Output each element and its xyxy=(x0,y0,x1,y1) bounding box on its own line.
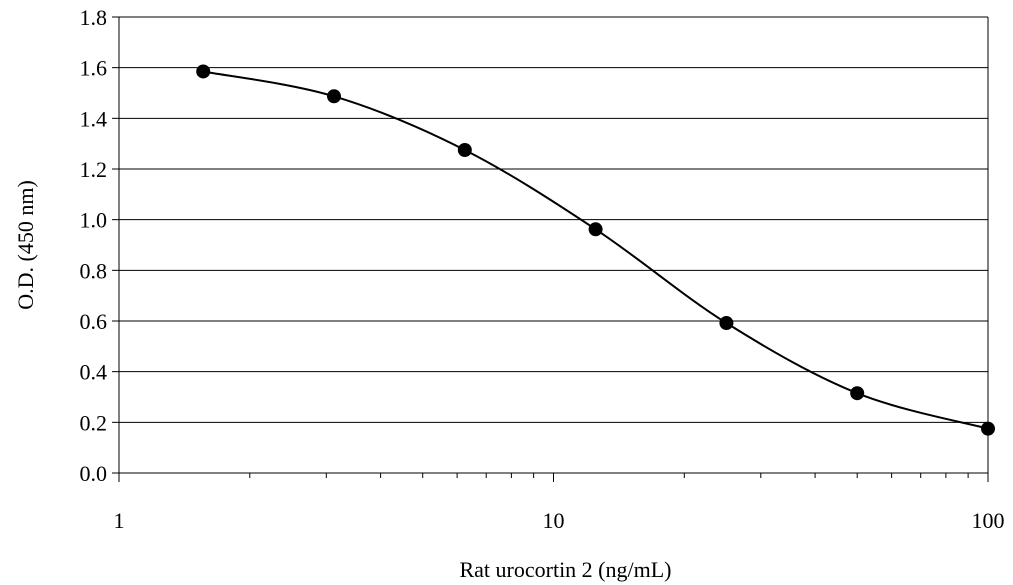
x-tick-label: 1 xyxy=(114,508,125,533)
plot-area xyxy=(119,17,988,473)
data-point xyxy=(719,316,734,331)
y-tick-label: 0.2 xyxy=(80,410,108,435)
y-tick-label: 0.6 xyxy=(80,309,108,334)
data-point xyxy=(457,143,472,157)
grid-lines xyxy=(119,16,988,423)
y-tick-label: 0.4 xyxy=(80,360,108,385)
data-point xyxy=(850,386,865,401)
y-tick-label: 1.2 xyxy=(80,157,108,182)
y-tick-label: 1.4 xyxy=(80,106,108,131)
y-tick-label: 0.8 xyxy=(80,258,108,283)
data-point xyxy=(327,89,342,104)
data-point xyxy=(981,421,995,436)
tick-labels: 0.0 0.2 0.4 0.6 0.8 1.0 1.2 1.4 1.6 1.8 1 10 100 xyxy=(80,5,1005,533)
x-tick-label: 10 xyxy=(543,508,565,533)
x-axis-title: Rat urocortin 2 (ng/mL) xyxy=(459,557,671,582)
x-tick-label: 100 xyxy=(972,508,1005,533)
y-tick-label: 1.8 xyxy=(80,5,108,30)
axes xyxy=(112,16,989,482)
y-axis-title: O.D. (450 nm) xyxy=(13,180,38,310)
y-tick-label: 1.0 xyxy=(80,208,108,233)
data-point xyxy=(196,64,211,79)
data-points xyxy=(196,64,995,436)
y-tick-label: 0.0 xyxy=(80,461,108,486)
y-tick-label: 1.6 xyxy=(80,56,108,81)
data-point xyxy=(588,222,603,237)
